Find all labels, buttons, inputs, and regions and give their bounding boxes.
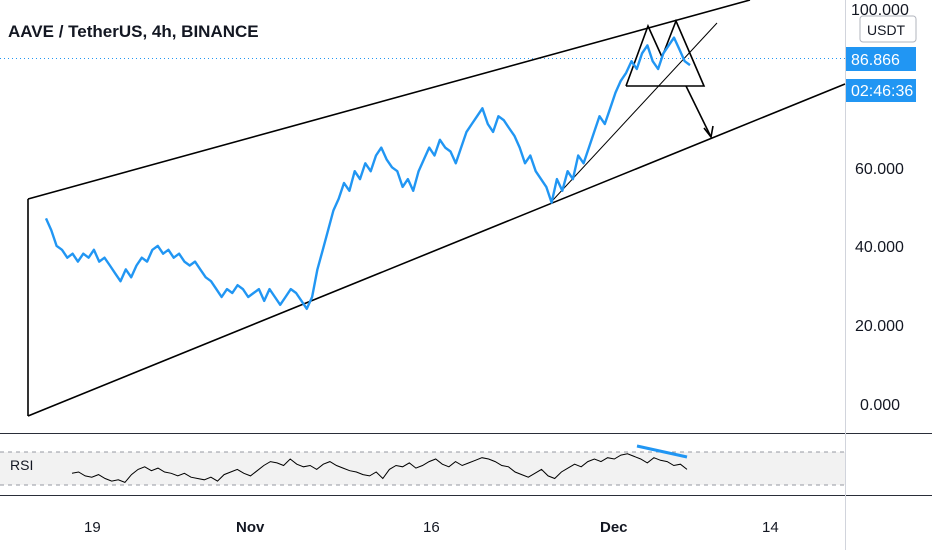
x-tick-label: 19 [84, 519, 101, 536]
channel-upper-line[interactable] [27, 0, 751, 200]
unit-badge[interactable] [859, 15, 917, 43]
chart-title: AAVE / TetherUS, 4h, BINANCE [8, 22, 259, 41]
y-tick-label: 20.000 [855, 318, 904, 335]
countdown-value: 02:46:36 [851, 83, 913, 100]
x-tick-label: 14 [762, 519, 779, 536]
projection-arrow-head[interactable] [703, 125, 714, 139]
y-tick-label: 100.000 [851, 2, 909, 19]
x-tick-label: Dec [600, 519, 628, 536]
y-tick-label: 40.000 [855, 239, 904, 256]
price-series-line[interactable] [44, 36, 691, 310]
head-shoulders-pattern[interactable] [625, 18, 706, 87]
channel-lower-line[interactable] [27, 83, 846, 417]
x-tick-label: 16 [423, 519, 440, 536]
y-tick-label: 60.000 [855, 161, 904, 178]
rsi-series-line[interactable] [71, 453, 688, 483]
last-price-tag [846, 47, 916, 71]
unit-label: USDT [867, 22, 906, 38]
projection-arrow[interactable] [685, 85, 712, 138]
countdown-tag [846, 79, 916, 102]
price-axis[interactable]: 100.000 60.000 40.000 20.000 0.000 USDT … [846, 2, 917, 414]
trend-line-thin[interactable] [552, 22, 718, 201]
last-price-value: 86.866 [851, 52, 900, 69]
drawings[interactable] [27, 0, 846, 417]
y-tick-label: 0.000 [860, 397, 900, 414]
time-axis[interactable]: 19 Nov 16 Dec 14 [84, 519, 779, 536]
rsi-label: RSI [10, 457, 33, 473]
x-tick-label: Nov [236, 519, 265, 536]
rsi-divergence-line[interactable] [636, 444, 688, 459]
